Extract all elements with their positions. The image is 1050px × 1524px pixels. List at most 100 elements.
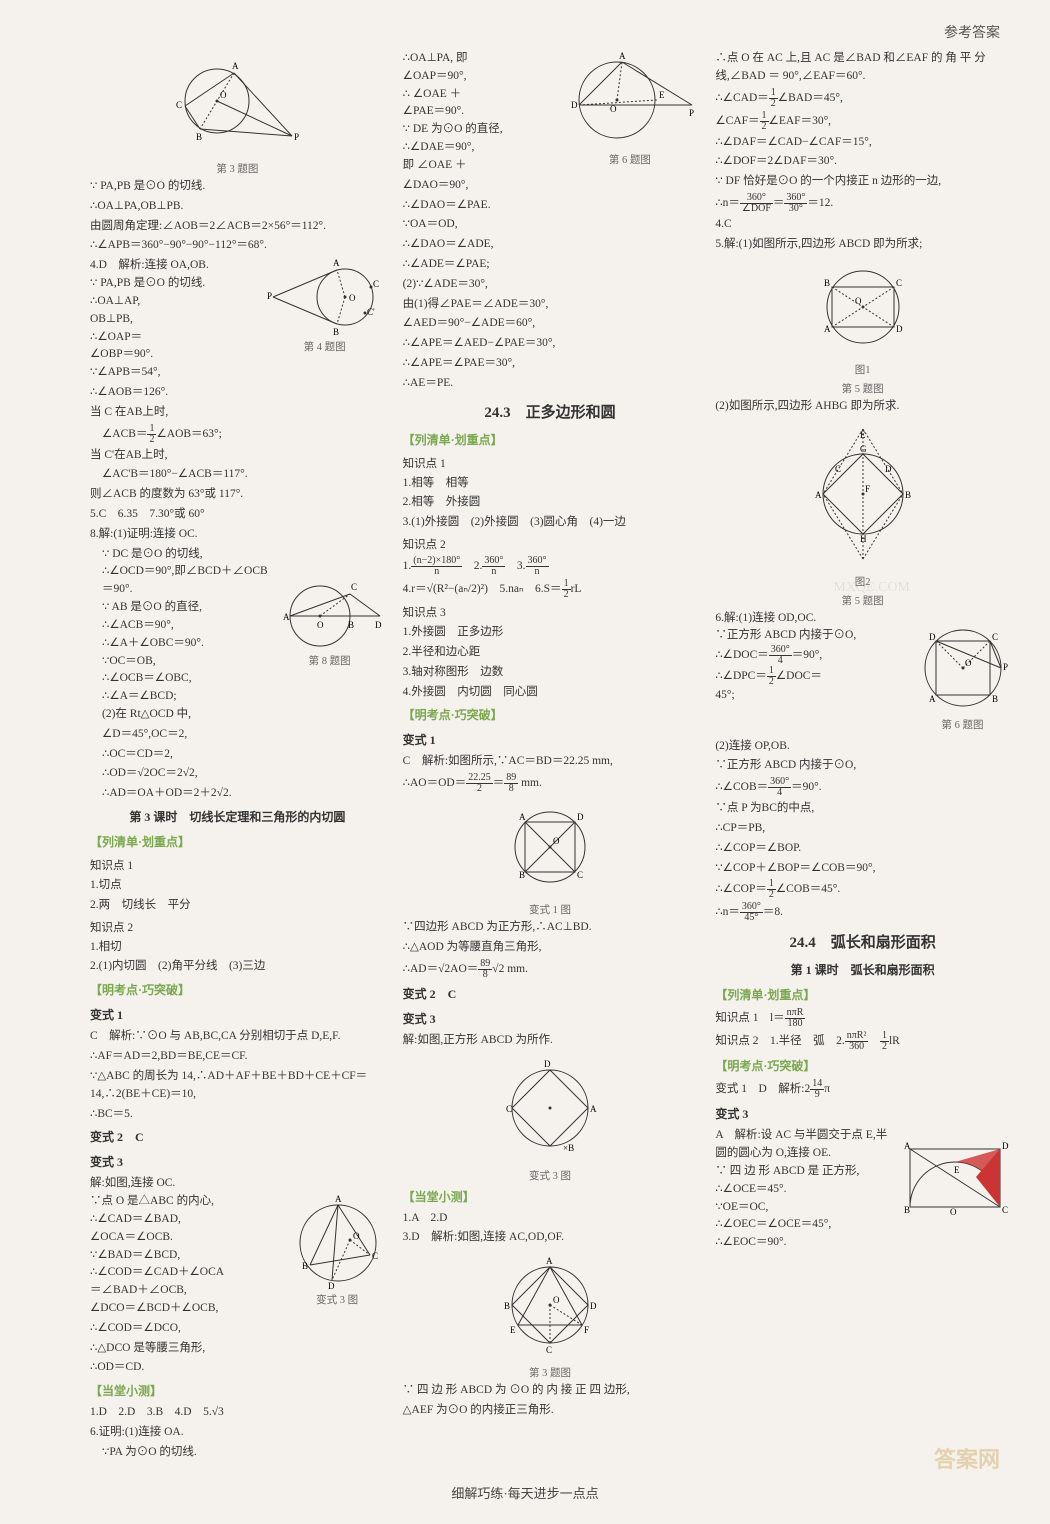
- text-line: 解:如图,连接 OC.: [90, 1175, 385, 1193]
- fraction: 12: [562, 579, 571, 600]
- text-line: 3.轴对称图形 边数: [403, 664, 698, 682]
- text: lR: [889, 1036, 900, 1048]
- text-line: ∴AD＝√2AO＝898√2 mm.: [403, 959, 698, 980]
- text-line: ∴∠OEC＝∠OCE＝45°,: [715, 1216, 1010, 1234]
- section-subtitle: 第 1 课时 弧长和扇形面积: [715, 961, 1010, 978]
- figure-5-2: E G A B F H C D: [715, 424, 1010, 564]
- svg-text:O: O: [553, 1295, 560, 1305]
- text-line: ∴CP＝PB,: [715, 820, 1010, 838]
- fraction: nπR²360: [845, 1031, 869, 1052]
- text-line: ∴∠DAO＝∠PAE.: [403, 197, 698, 215]
- text-line: ∵△ABC 的周长为 14,∴AD＋AF＋BE＋BD＋CE＋CF＝14,∴2(B…: [90, 1068, 385, 1104]
- text-line: ∴∠DOF＝2∠DAF＝30°.: [715, 153, 1010, 171]
- text-line: △AEF 为⊙O 的内接正三角形.: [403, 1402, 698, 1420]
- text: ∴∠DOC＝: [715, 649, 768, 661]
- variant-heading: 变式 1: [90, 1006, 385, 1023]
- svg-text:A: A: [815, 490, 822, 500]
- text-line: ∵ 四 边 形 ABCD 为 ⊙O 的 内 接 正 四 边形,: [403, 1382, 698, 1400]
- text: ∴AO＝OD＝: [403, 777, 467, 789]
- fraction: 360°4: [768, 777, 791, 798]
- svg-text:B: B: [348, 620, 354, 630]
- svg-text:D: D: [896, 324, 903, 334]
- text-line: ∴∠COB＝360°4＝90°.: [715, 777, 1010, 798]
- text-line: 1.(n−2)×180°n 2.360°n 3.360°n: [403, 556, 698, 577]
- text-line: (2)如图所示,四边形 AHBG 即为所求.: [715, 398, 1010, 416]
- text: ∴∠COB＝: [715, 781, 768, 793]
- section-title: 24.3 正多边形和圆: [403, 401, 698, 422]
- svg-text:C: C: [577, 870, 583, 880]
- text-line: 则∠ACB 的度数为 63°或 117°.: [90, 486, 385, 504]
- text-line: ∴OD＝CD.: [90, 1359, 385, 1377]
- fraction: 898: [504, 773, 518, 794]
- text-line: (2)∵∠ADE＝30°,: [403, 276, 698, 294]
- sqrt: √(R²−(aₙ/2)²): [427, 583, 488, 595]
- fraction: 360°n: [482, 556, 505, 577]
- figure-5-1-label: 图1: [715, 362, 1010, 377]
- svg-text:C: C: [351, 582, 357, 592]
- text: ∠AOB＝63°;: [156, 428, 221, 440]
- figure-bs1: A D B C O: [403, 802, 698, 892]
- text: ∴n＝: [715, 197, 740, 209]
- bracket-heading: 【明考点·巧突破】: [715, 1057, 1010, 1074]
- figure-q3: O A B C P: [90, 56, 385, 151]
- knowledge-point: 知识点 3: [403, 604, 698, 620]
- text: 5.naₙ 6.S＝: [499, 583, 561, 595]
- fraction: 12: [769, 88, 778, 109]
- text: ∠DOC＝: [776, 670, 822, 682]
- text: ∠COB＝45°.: [776, 884, 840, 896]
- svg-text:E: E: [659, 90, 665, 100]
- text-line: C 解析:∵⊙O 与 AB,BC,CA 分别相切于点 D,E,F.: [90, 1028, 385, 1046]
- figure-bs3-label: 变式 3 图: [403, 1168, 698, 1183]
- svg-text:O: O: [220, 90, 227, 100]
- text-line: 3.D 解析:如图,连接 AC,OD,OF.: [403, 1229, 698, 1247]
- text-line: 1.相等 相等: [403, 475, 698, 493]
- svg-text:A: A: [283, 612, 290, 622]
- text: ＝90°,: [792, 649, 822, 661]
- text-line: ∴AF＝AD＝2,BD＝BE,CE＝CF.: [90, 1048, 385, 1066]
- svg-text:B: B: [992, 694, 998, 704]
- svg-text:P: P: [1003, 662, 1008, 672]
- text-line: ∴∠OCB＝∠OBC,: [90, 670, 385, 688]
- text-line: ∴∠CAD＝12∠BAD＝45°,: [715, 88, 1010, 109]
- fraction: 12: [767, 879, 776, 900]
- figure-q4: A B P O C C' 第 4 题图: [265, 257, 385, 354]
- fraction: 360°∠DOF: [740, 193, 773, 214]
- figure-bs1-label: 变式 1 图: [403, 902, 698, 917]
- column-2: D A E P O 第 6 题图 ∴OA⊥PA, 即 ∠OAP＝90°, ∴ ∠…: [403, 50, 698, 1462]
- svg-text:C: C: [835, 464, 841, 474]
- fraction: (n−2)×180°n: [411, 556, 462, 577]
- figure-q6-col3: D C A B P O 第 6 题图: [915, 620, 1010, 732]
- text-line: ∴∠APE＝∠AED−∠PAE＝30°,: [403, 335, 698, 353]
- text: ＝: [773, 197, 785, 209]
- text-line: 5.C 6.35 7.30°或 60°: [90, 506, 385, 524]
- svg-text:P: P: [294, 132, 299, 142]
- text-line: ∴∠A＝∠BCD;: [90, 688, 385, 706]
- text-line: ∴∠COP＝∠BOP.: [715, 840, 1010, 858]
- text-line: 当 C 在AB上时,: [90, 404, 385, 422]
- figure-bs3-label: 变式 3 图: [290, 1292, 385, 1307]
- text: 1.: [403, 560, 412, 572]
- text-line: ∴BC＝5.: [90, 1106, 385, 1124]
- text-line: ∴OA⊥PA,OB⊥PB.: [90, 198, 385, 216]
- svg-text:F: F: [584, 1325, 589, 1335]
- text: ∠BAD＝45°,: [778, 92, 843, 104]
- text-line: ∵∠APB＝54°,: [90, 364, 385, 382]
- text-line: ∵ DF 恰好是⊙O 的一个内接正 n 边形的一边,: [715, 173, 1010, 191]
- figure-q6-label: 第 6 题图: [562, 152, 697, 167]
- figure-5-2-label: 图2: [715, 574, 1010, 589]
- text: mm.: [518, 777, 542, 789]
- text-line: C 解析:如图所示,∵AC＝BD＝22.25 mm,: [403, 753, 698, 771]
- text-line: ∵PA 为⊙O 的切线.: [90, 1444, 385, 1462]
- text-line: 变式 1 D 解析:2149π: [715, 1079, 1010, 1100]
- svg-text:C: C: [896, 278, 902, 288]
- text: ∠EAF＝30°,: [769, 115, 832, 127]
- svg-text:D: D: [1002, 1141, 1009, 1151]
- svg-text:A: A: [232, 61, 239, 71]
- svg-text:P: P: [689, 108, 694, 118]
- svg-text:A: A: [824, 324, 831, 334]
- text-line: ∵点 P 为BC的中点,: [715, 800, 1010, 818]
- figure-5-2-label2: 第 5 题图: [715, 593, 1010, 608]
- text: 3.: [517, 560, 526, 572]
- column-3: ∴点 O 在 AC 上,且 AC 是∠BAD 和∠EAF 的 角 平 分 线,∠…: [715, 50, 1010, 1462]
- text-line: ∴△AOD 为等腰直角三角形,: [403, 939, 698, 957]
